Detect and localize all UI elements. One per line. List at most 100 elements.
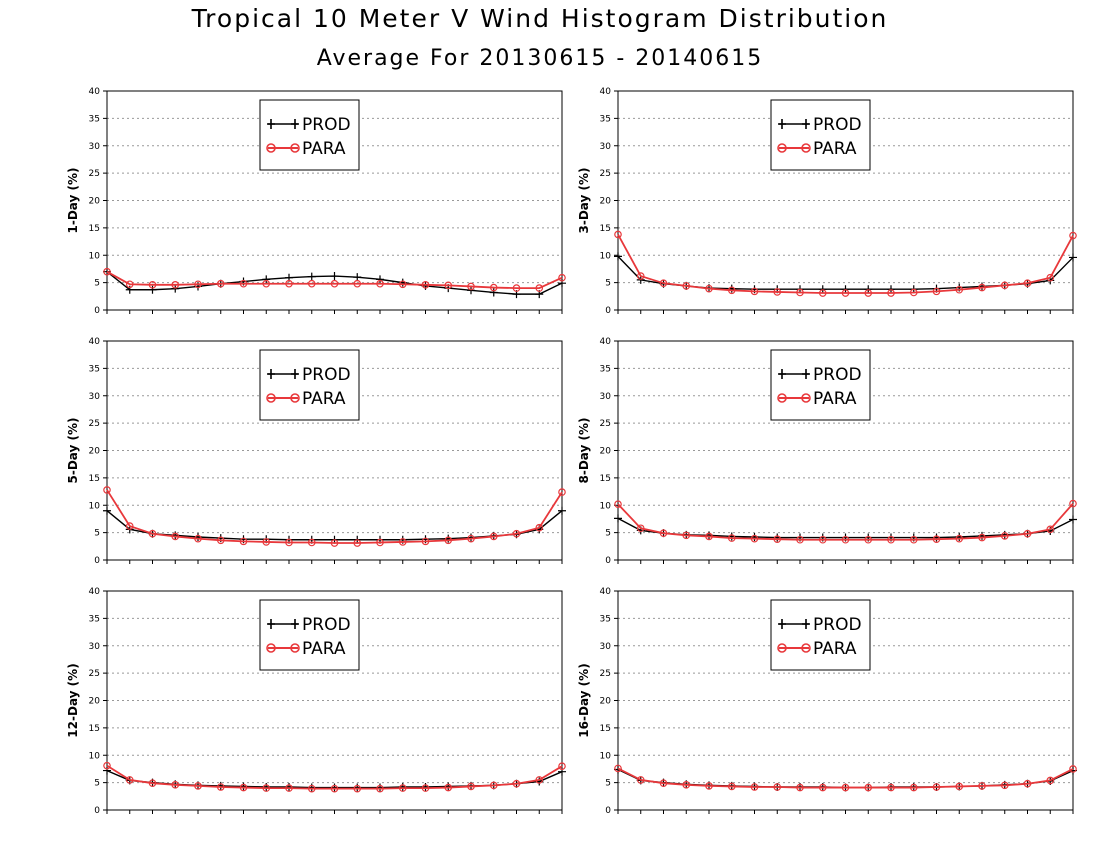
legend-marker-plus: [291, 619, 299, 629]
series-line-para: [106, 489, 563, 544]
y-tick-label: 25: [89, 669, 100, 679]
y-axis-label: 5-Day (%): [66, 417, 80, 483]
legend-marker-circle: [266, 393, 276, 403]
data-point-para: [148, 529, 157, 538]
data-point-para: [512, 529, 521, 538]
data-point-para: [818, 289, 827, 297]
y-tick-label: 10: [89, 751, 101, 761]
data-point-para: [750, 783, 759, 791]
data-point-para: [864, 535, 873, 544]
data-point-para: [148, 779, 157, 787]
data-point-para: [512, 284, 521, 292]
legend-marker-plus: [291, 119, 299, 129]
data-point-para: [398, 784, 407, 792]
data-point-para: [750, 287, 759, 296]
chart-panel: 0 5 10 15 20 25 30 35 40 8-Day (%) PROD PARA: [577, 337, 1077, 566]
data-point-para: [864, 783, 873, 792]
y-tick-label: 5: [94, 279, 100, 289]
data-point-para: [489, 532, 498, 541]
data-point-para: [421, 784, 430, 792]
data-point-para: [535, 284, 544, 292]
y-tick-label: 20: [89, 447, 101, 457]
y-tick-label: 15: [600, 724, 611, 734]
data-point-prod: [307, 272, 316, 281]
data-point-para: [194, 534, 202, 543]
data-point-para: [421, 537, 430, 546]
data-point-para: [636, 272, 645, 280]
data-point-prod: [467, 286, 475, 295]
legend-label-prod: PROD: [813, 365, 862, 385]
data-point-para: [194, 782, 202, 790]
data-point-prod: [103, 506, 111, 515]
data-point-prod: [148, 285, 157, 294]
series-line-para: [617, 503, 1074, 541]
chart-panel: 0 5 10 15 20 25 30 35 40 5-Day (%) PROD PARA: [66, 337, 566, 566]
y-tick-label: 25: [89, 169, 100, 179]
data-point-para: [796, 783, 804, 792]
data-point-para: [239, 537, 248, 546]
legend-box: [770, 349, 871, 421]
data-point-para: [909, 535, 918, 544]
legend-label-para: PARA: [302, 389, 346, 409]
y-tick-label: 5: [94, 529, 100, 539]
y-tick-label: 35: [89, 614, 100, 624]
y-axis-label: 1-Day (%): [66, 167, 80, 233]
data-point-para: [1046, 525, 1055, 534]
y-tick-label: 10: [600, 501, 612, 511]
data-point-para: [353, 539, 362, 547]
legend-marker-circle: [777, 643, 787, 653]
data-point-para: [773, 288, 782, 296]
data-point-para: [103, 761, 111, 770]
data-point-para: [682, 282, 691, 290]
data-point-para: [307, 784, 316, 793]
data-point-para: [1023, 779, 1032, 788]
y-tick-label: 0: [94, 806, 100, 816]
data-point-para: [444, 281, 453, 290]
data-point-para: [421, 281, 430, 289]
y-tick-label: 10: [89, 251, 101, 261]
data-point-para: [955, 534, 964, 543]
legend-marker-circle: [266, 643, 276, 653]
chart-subtitle: Average For 20130615 - 20140615: [316, 46, 764, 71]
data-point-para: [659, 279, 668, 287]
y-tick-label: 25: [600, 669, 611, 679]
y-tick-label: 5: [605, 529, 611, 539]
y-axis-label: 8-Day (%): [577, 417, 591, 483]
data-point-para: [262, 538, 271, 546]
data-point-para: [841, 289, 850, 297]
data-point-para: [796, 535, 804, 544]
data-point-para: [353, 784, 362, 793]
data-point-para: [909, 783, 918, 792]
legend-label-prod: PROD: [302, 365, 351, 385]
y-tick-label: 0: [94, 556, 100, 566]
data-point-para: [864, 289, 873, 297]
data-point-para: [171, 781, 180, 789]
legend-label-para: PARA: [302, 139, 346, 159]
data-point-prod: [558, 506, 566, 515]
legend-label-para: PARA: [302, 639, 346, 659]
data-point-para: [125, 776, 134, 784]
legend-marker-plus: [778, 369, 786, 379]
data-point-para: [285, 538, 293, 547]
y-tick-label: 0: [605, 306, 611, 316]
legend-label-prod: PROD: [813, 115, 862, 135]
data-point-prod: [330, 272, 339, 281]
y-tick-label: 10: [89, 501, 101, 511]
data-point-prod: [841, 285, 850, 294]
data-point-prod: [614, 514, 622, 523]
data-point-para: [194, 280, 202, 289]
legend-marker-circle: [801, 643, 811, 653]
data-point-para: [307, 279, 316, 288]
y-axis-label: 12-Day (%): [66, 663, 80, 737]
legend-label-prod: PROD: [302, 115, 351, 135]
y-axis-label: 16-Day (%): [577, 663, 591, 737]
legend-marker-circle: [801, 393, 811, 403]
data-point-para: [705, 532, 713, 541]
data-point-para: [727, 286, 736, 295]
legend-box: [259, 599, 360, 671]
data-point-prod: [489, 288, 498, 297]
legend-marker-circle: [266, 143, 276, 153]
data-point-para: [1023, 279, 1032, 287]
legend-marker-circle: [290, 643, 300, 653]
data-point-para: [558, 488, 566, 496]
